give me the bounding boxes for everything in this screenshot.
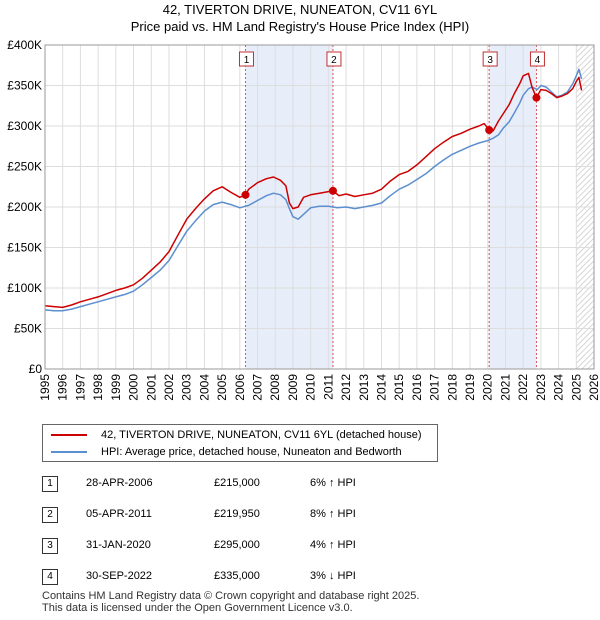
legend-swatch-hpi bbox=[51, 451, 87, 453]
y-tick-label: £200K bbox=[7, 200, 42, 214]
price-chart: £0 £50K £100K £150K £200K £250K £300K £350K £400… bbox=[0, 0, 600, 420]
x-tick-label: 2016 bbox=[410, 374, 424, 401]
x-tick-label: 1996 bbox=[56, 374, 70, 401]
sale-point bbox=[485, 126, 493, 134]
y-tick-label: £150K bbox=[7, 241, 42, 255]
x-tick-label: 2026 bbox=[587, 374, 600, 401]
sale-row: 1 28-APR-2006 £215,000 6% ↑ HPI bbox=[42, 476, 402, 492]
x-tick-label: 2006 bbox=[233, 374, 247, 401]
x-tick-label: 2012 bbox=[339, 374, 353, 401]
x-tick-label: 2022 bbox=[516, 374, 530, 401]
x-tick-label: 2018 bbox=[445, 374, 459, 401]
sale-date: 30-SEP-2022 bbox=[86, 570, 152, 582]
sale-row: 3 31-JAN-2020 £295,000 4% ↑ HPI bbox=[42, 538, 402, 554]
x-tick-label: 2001 bbox=[144, 374, 158, 401]
x-tick-label: 2015 bbox=[392, 374, 406, 401]
sale-hpi-diff: 6% ↑ HPI bbox=[310, 477, 356, 489]
x-tick-label: 2020 bbox=[481, 374, 495, 401]
y-tick-label: £250K bbox=[7, 160, 42, 174]
y-tick-label: £300K bbox=[7, 119, 42, 133]
y-tick-label: £0 bbox=[29, 362, 43, 376]
sale-number: 2 bbox=[42, 507, 58, 523]
sale-price: £295,000 bbox=[214, 539, 260, 551]
sale-number: 4 bbox=[42, 569, 58, 585]
sale-date: 28-APR-2006 bbox=[86, 477, 153, 489]
sale-label-number: 2 bbox=[331, 55, 337, 66]
legend-label-property: 42, TIVERTON DRIVE, NUNEATON, CV11 6YL (… bbox=[101, 429, 422, 441]
x-tick-label: 1995 bbox=[38, 374, 52, 401]
x-tick-label: 2010 bbox=[304, 374, 318, 401]
x-tick-label: 2014 bbox=[374, 374, 388, 401]
x-tick-label: 2005 bbox=[215, 374, 229, 401]
x-tick-label: 2017 bbox=[428, 374, 442, 401]
x-tick-label: 1999 bbox=[109, 374, 123, 401]
sale-price: £219,950 bbox=[214, 508, 260, 520]
sale-point bbox=[532, 94, 540, 102]
legend-label-hpi: HPI: Average price, detached house, Nune… bbox=[101, 446, 402, 458]
sale-row: 4 30-SEP-2022 £335,000 3% ↓ HPI bbox=[42, 569, 402, 585]
sale-number: 3 bbox=[42, 538, 58, 554]
chart-legend: 42, TIVERTON DRIVE, NUNEATON, CV11 6YL (… bbox=[42, 424, 438, 462]
x-tick-label: 2024 bbox=[552, 374, 566, 401]
sale-number: 1 bbox=[42, 476, 58, 492]
x-tick-label: 2000 bbox=[127, 374, 141, 401]
sale-point bbox=[329, 187, 337, 195]
sale-row: 2 05-APR-2011 £219,950 8% ↑ HPI bbox=[42, 507, 402, 523]
sale-label-number: 1 bbox=[244, 55, 250, 66]
x-tick-label: 2008 bbox=[268, 374, 282, 401]
x-tick-label: 2004 bbox=[197, 374, 211, 401]
sale-label-number: 4 bbox=[535, 55, 541, 66]
x-tick-label: 1997 bbox=[73, 374, 87, 401]
x-tick-label: 2021 bbox=[498, 374, 512, 401]
sale-date: 05-APR-2011 bbox=[86, 508, 152, 520]
x-tick-label: 2002 bbox=[162, 374, 176, 401]
legend-item-property: 42, TIVERTON DRIVE, NUNEATON, CV11 6YL (… bbox=[51, 427, 422, 443]
sale-label-number: 3 bbox=[487, 55, 493, 66]
sale-hpi-diff: 4% ↑ HPI bbox=[310, 539, 356, 551]
x-tick-label: 2009 bbox=[286, 374, 300, 401]
footer-licence: This data is licensed under the Open Gov… bbox=[42, 602, 419, 614]
x-tick-label: 2025 bbox=[569, 374, 583, 401]
x-tick-label: 2011 bbox=[321, 374, 335, 400]
footer-copyright: Contains HM Land Registry data © Crown c… bbox=[42, 590, 419, 602]
sale-hpi-diff: 8% ↑ HPI bbox=[310, 508, 356, 520]
sale-date: 31-JAN-2020 bbox=[86, 539, 151, 551]
x-tick-label: 2023 bbox=[534, 374, 548, 401]
x-tick-label: 2007 bbox=[251, 374, 265, 401]
legend-swatch-property bbox=[51, 434, 87, 436]
x-tick-label: 1998 bbox=[91, 374, 105, 401]
y-tick-label: £350K bbox=[7, 79, 42, 93]
footer: Contains HM Land Registry data © Crown c… bbox=[42, 590, 419, 614]
x-tick-label: 2019 bbox=[463, 374, 477, 401]
legend-item-hpi: HPI: Average price, detached house, Nune… bbox=[51, 444, 402, 460]
x-tick-label: 2013 bbox=[357, 374, 371, 401]
y-tick-label: £50K bbox=[14, 322, 42, 336]
y-tick-label: £100K bbox=[7, 281, 42, 295]
x-tick-label: 2003 bbox=[180, 374, 194, 401]
sale-hpi-diff: 3% ↓ HPI bbox=[310, 570, 356, 582]
sale-price: £215,000 bbox=[214, 477, 260, 489]
sale-price: £335,000 bbox=[214, 570, 260, 582]
y-tick-label: £400K bbox=[7, 38, 42, 52]
sale-point bbox=[241, 191, 249, 199]
